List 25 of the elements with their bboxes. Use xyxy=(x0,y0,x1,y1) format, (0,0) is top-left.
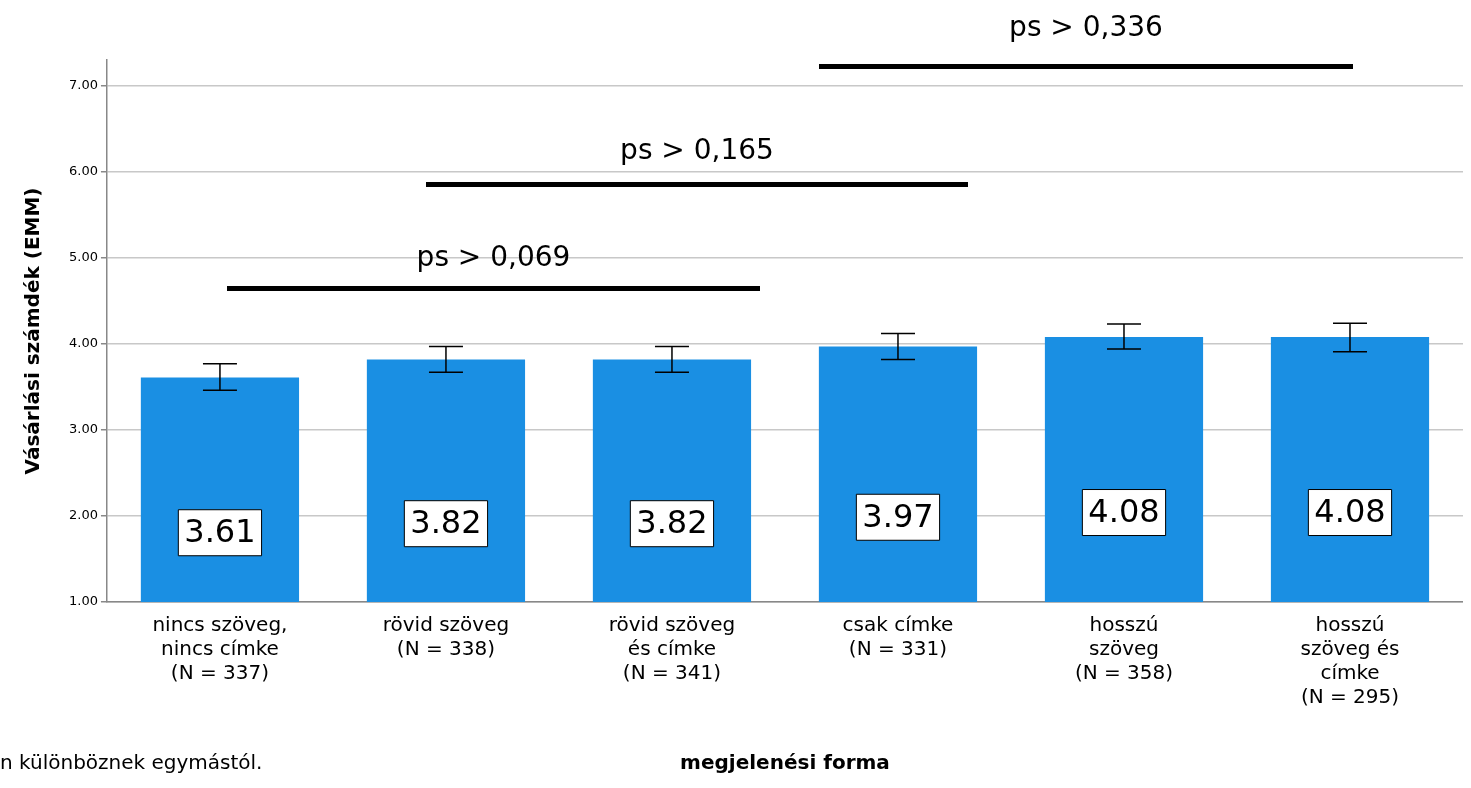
data-label: 3.97 xyxy=(862,496,934,535)
data-label: 3.82 xyxy=(636,503,708,542)
annotation: ps > 0,069 xyxy=(415,240,572,273)
x-axis-title: megjelenési forma xyxy=(680,750,890,775)
text: n különböznek egymástól. xyxy=(0,750,263,774)
x-tick-label: rövid szöveg és címke (N = 341) xyxy=(608,612,736,685)
y-tick-label: 6.00 xyxy=(68,163,98,179)
y-axis-title: Vásárlási számdék (EMM) xyxy=(20,187,45,475)
x-tick-label: nincs szöveg, nincs címke (N = 337) xyxy=(152,612,288,685)
x-tick-label: rövid szöveg (N = 338) xyxy=(382,612,510,661)
data-label: 4.08 xyxy=(1088,491,1160,530)
x-tick-label: hosszú szöveg (N = 358) xyxy=(1074,612,1174,685)
y-tick-label: 1.00 xyxy=(68,593,98,609)
x-tick-label: hosszú szöveg és címke (N = 295) xyxy=(1300,612,1400,709)
annotation: ps > 0,165 xyxy=(619,133,775,166)
x-tick-label: csak címke (N = 331) xyxy=(842,612,954,661)
y-tick-label: 5.00 xyxy=(68,249,98,265)
y-tick-label: 4.00 xyxy=(68,335,98,351)
data-label: 4.08 xyxy=(1314,491,1386,530)
data-label: 3.82 xyxy=(410,503,482,542)
y-tick-label: 2.00 xyxy=(68,507,98,523)
text: ps > 0,336 xyxy=(1008,10,1164,43)
y-tick-label: 7.00 xyxy=(68,77,98,93)
data-label: 3.61 xyxy=(184,512,256,551)
y-tick-label: 3.00 xyxy=(68,421,98,437)
